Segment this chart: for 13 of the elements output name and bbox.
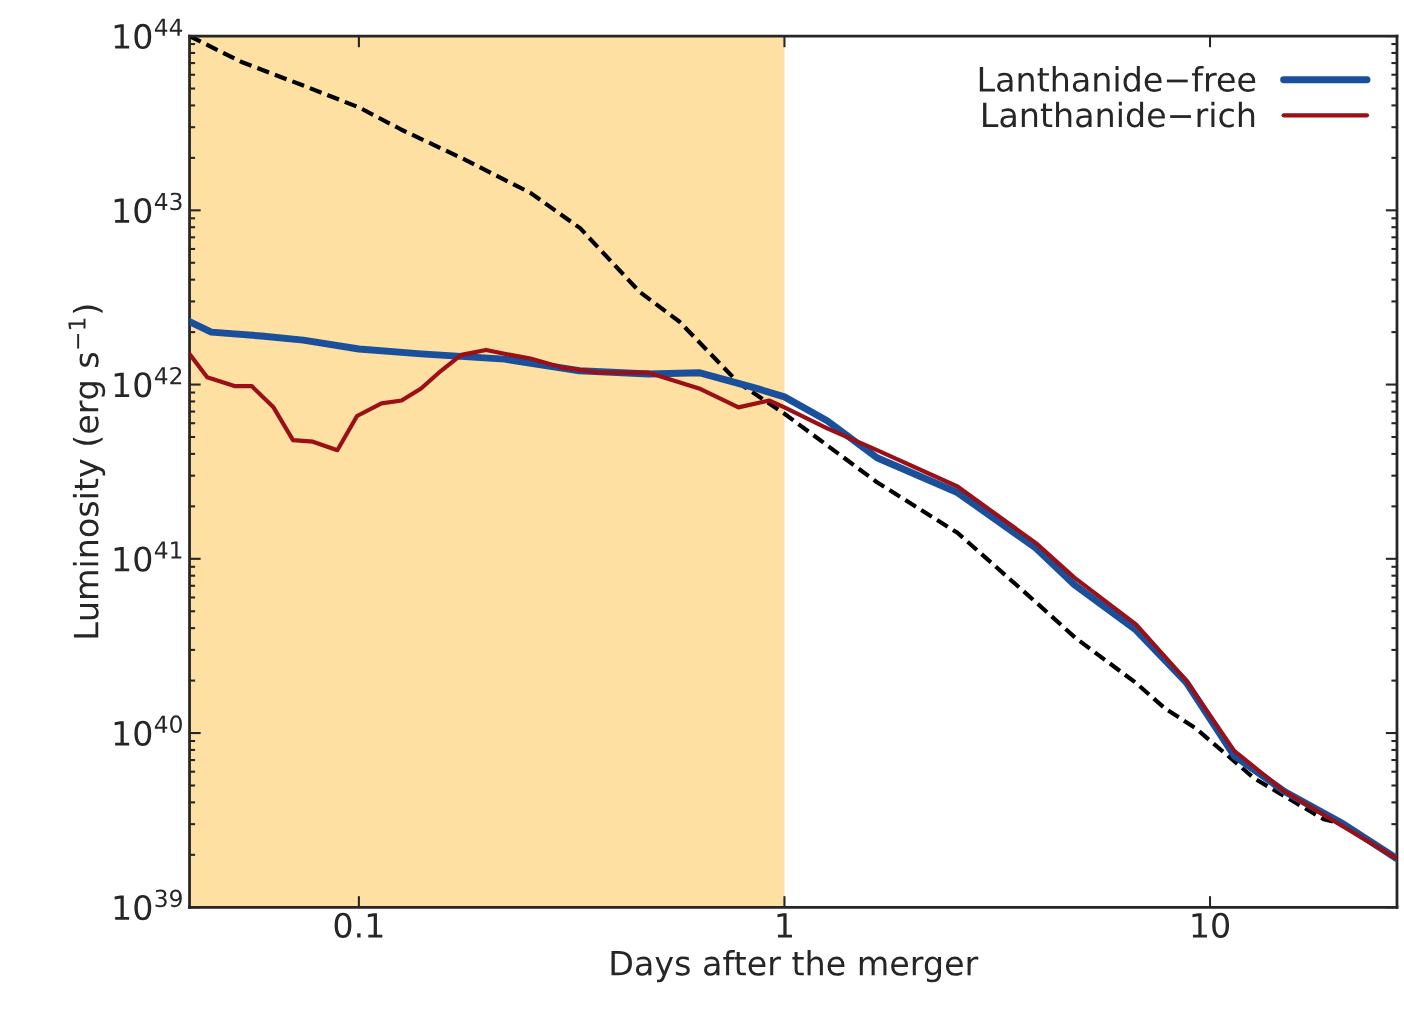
y-tick-label: 10$^{44}$	[114, 18, 183, 49]
y-tick-label: 10$^{41}$	[114, 541, 182, 572]
legend-label: Lanthanide−rich	[983, 101, 1255, 128]
y-tick-label: 10$^{42}$	[114, 366, 182, 398]
x-tick-label: 10	[1192, 912, 1230, 938]
x-axis-title: Days after the merger	[611, 949, 979, 983]
y-tick-label: 10$^{40}$	[114, 715, 182, 746]
x-tick-label: 1	[777, 913, 792, 938]
x-tick-label: 0.1	[334, 912, 383, 938]
y-tick-label: 10$^{39}$	[114, 889, 182, 921]
y-axis-title: Luminosity (erg s$^{−1}$)	[68, 305, 106, 638]
y-tick-label: 10$^{43}$	[114, 192, 182, 224]
legend-label: Lanthanide−free	[979, 66, 1256, 92]
